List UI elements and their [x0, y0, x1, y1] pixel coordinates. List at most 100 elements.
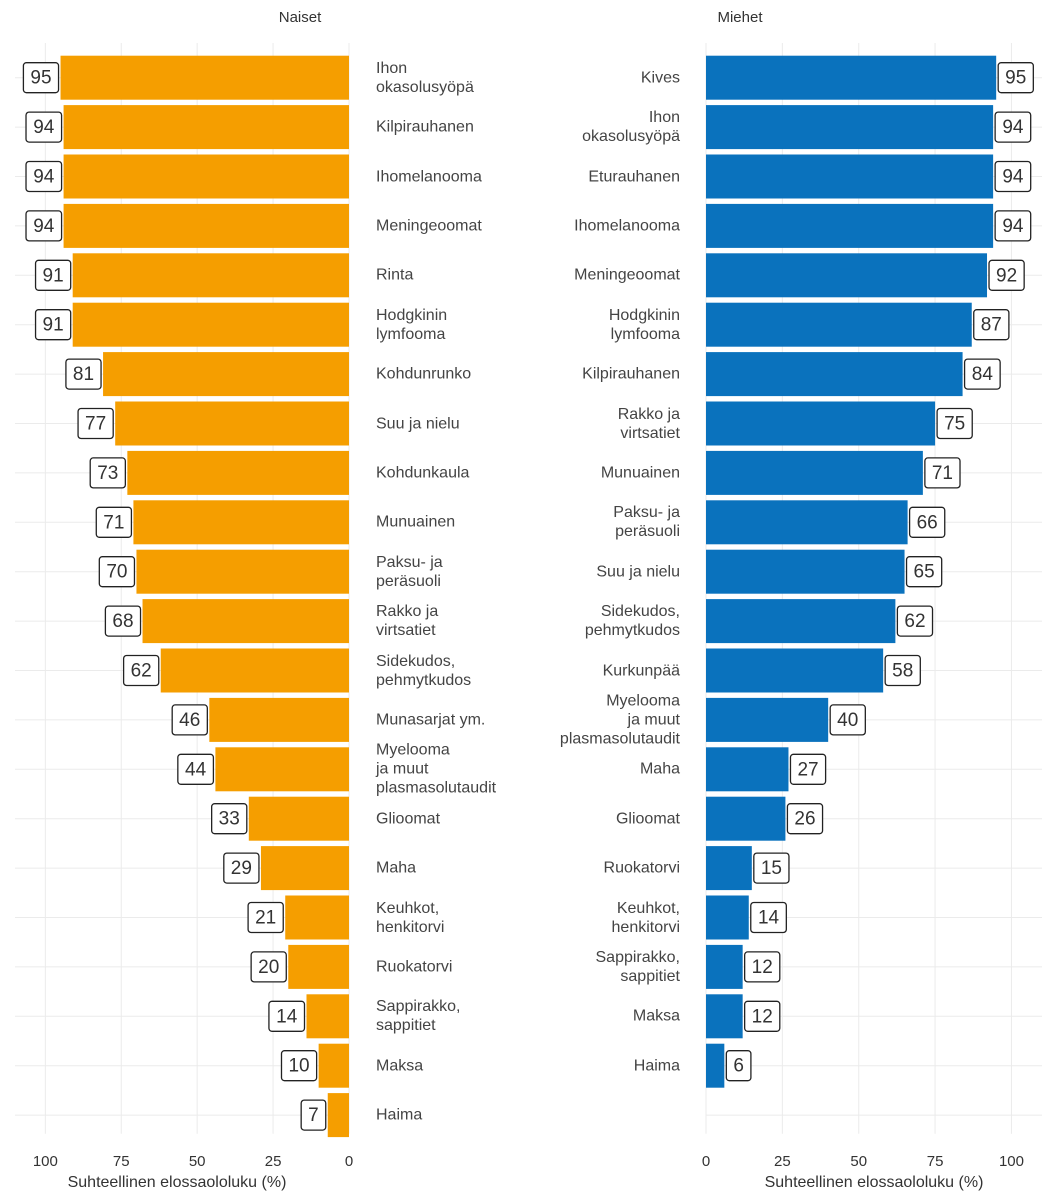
category-label: Suu ja nielu: [596, 563, 680, 581]
x-tick-label: 50: [850, 1153, 867, 1170]
category-label: Haima: [633, 1057, 680, 1075]
category-label: Ruokatorvi: [603, 859, 680, 877]
value-label: 70: [98, 556, 136, 588]
value-label: 91: [34, 259, 72, 291]
value-label-text: 81: [73, 364, 94, 385]
value-label: 71: [95, 506, 133, 538]
value-label-text: 33: [219, 809, 240, 830]
value-label-box: [924, 457, 961, 489]
value-label-box: [223, 852, 260, 884]
category-label: Keuhkot, henkitorvi: [376, 899, 445, 936]
value-label-text: 94: [33, 167, 55, 188]
value-label-box: [884, 654, 921, 687]
category-label: Rakko ja virtsatiet: [617, 405, 680, 442]
value-label-box: [988, 259, 1025, 291]
value-label: 12: [744, 951, 781, 983]
bar: [706, 500, 908, 545]
bar: [706, 401, 936, 446]
bar: [706, 648, 884, 693]
bar: [706, 796, 786, 841]
category-label: Ihon okasolusyöpä: [376, 59, 474, 96]
bar: [706, 55, 997, 100]
value-label-box: [994, 210, 1032, 242]
value-label-box: [905, 556, 943, 588]
category-label: Hodgkinin lymfooma: [376, 306, 448, 343]
bar: [706, 994, 743, 1039]
value-label-box: [95, 506, 133, 538]
value-label-box: [65, 358, 102, 390]
bar: [103, 352, 350, 397]
value-label: 10: [280, 1050, 318, 1082]
category-label: Munuainen: [600, 464, 680, 482]
value-label-box: [908, 506, 946, 538]
value-label-text: 44: [185, 759, 207, 780]
category-label: Ihomelanooma: [376, 168, 482, 185]
category-label: Myelooma ja muut plasmasolutaudit: [376, 741, 497, 797]
bar: [706, 944, 743, 989]
value-label-box: [98, 556, 136, 588]
value-label-box: [268, 1000, 306, 1032]
category-label: Maksa: [376, 1057, 424, 1075]
value-label: 92: [988, 259, 1025, 291]
value-label-box: [34, 259, 72, 291]
value-label-box: [22, 62, 60, 94]
value-label: 20: [250, 951, 287, 983]
value-label: 58: [884, 654, 921, 687]
value-label-box: [122, 654, 160, 687]
value-label-text: 14: [276, 1006, 298, 1027]
category-label: Ihomelanooma: [574, 217, 680, 235]
value-label: 14: [750, 901, 787, 934]
x-axis-title: Suhteellinen elossaololuku (%): [68, 1174, 287, 1191]
category-label: Rinta: [376, 266, 414, 284]
category-label: Paksu- ja peräsuoli: [613, 504, 680, 541]
category-label: Ihon okasolusyöpä: [582, 109, 680, 146]
bar: [706, 549, 905, 594]
value-label: 73: [89, 457, 126, 489]
value-label-box: [896, 605, 934, 637]
bar: [160, 648, 349, 693]
x-tick-label: 50: [189, 1153, 206, 1170]
value-label: 81: [65, 358, 102, 390]
value-label-box: [994, 111, 1032, 143]
value-label-box: [280, 1050, 318, 1082]
category-label: Meningeoomat: [376, 217, 482, 235]
value-label: 62: [896, 605, 934, 637]
value-label: 62: [122, 654, 160, 687]
category-label: Munasarjat ym.: [376, 711, 486, 729]
bar: [318, 1043, 349, 1088]
category-label: Sappirakko, sappitiet: [595, 948, 681, 985]
value-label-text: 73: [97, 463, 118, 484]
category-label: Sidekudos, pehmytkudos: [584, 603, 680, 640]
value-label: 94: [25, 160, 63, 193]
value-label-text: 27: [797, 759, 818, 780]
bar: [327, 1093, 349, 1138]
bar: [63, 154, 349, 199]
value-label: 7: [300, 1099, 327, 1131]
value-label-box: [750, 901, 787, 934]
value-label-box: [250, 951, 287, 983]
value-label-box: [171, 704, 208, 736]
value-label-text: 91: [43, 265, 64, 286]
bar: [706, 895, 749, 940]
bar: [706, 747, 789, 792]
bar: [127, 450, 349, 495]
value-label-box: [963, 358, 1001, 390]
bar: [248, 796, 349, 841]
value-label-box: [211, 803, 248, 835]
x-tick-label: 75: [927, 1153, 944, 1170]
value-label-box: [104, 605, 142, 637]
category-label: Kohdunrunko: [376, 365, 472, 383]
value-label-text: 14: [758, 908, 780, 929]
bar: [706, 302, 972, 347]
category-label: Keuhkot, henkitorvi: [611, 899, 680, 936]
value-label-text: 94: [33, 216, 55, 237]
x-tick-label: 0: [702, 1153, 710, 1170]
value-label-text: 62: [131, 661, 152, 682]
value-label-text: 62: [904, 611, 925, 632]
value-label: 27: [789, 753, 827, 785]
value-label: 15: [753, 852, 790, 884]
value-label-text: 29: [231, 858, 252, 879]
category-label: Maksa: [632, 1007, 680, 1025]
value-label-text: 95: [1005, 68, 1026, 89]
